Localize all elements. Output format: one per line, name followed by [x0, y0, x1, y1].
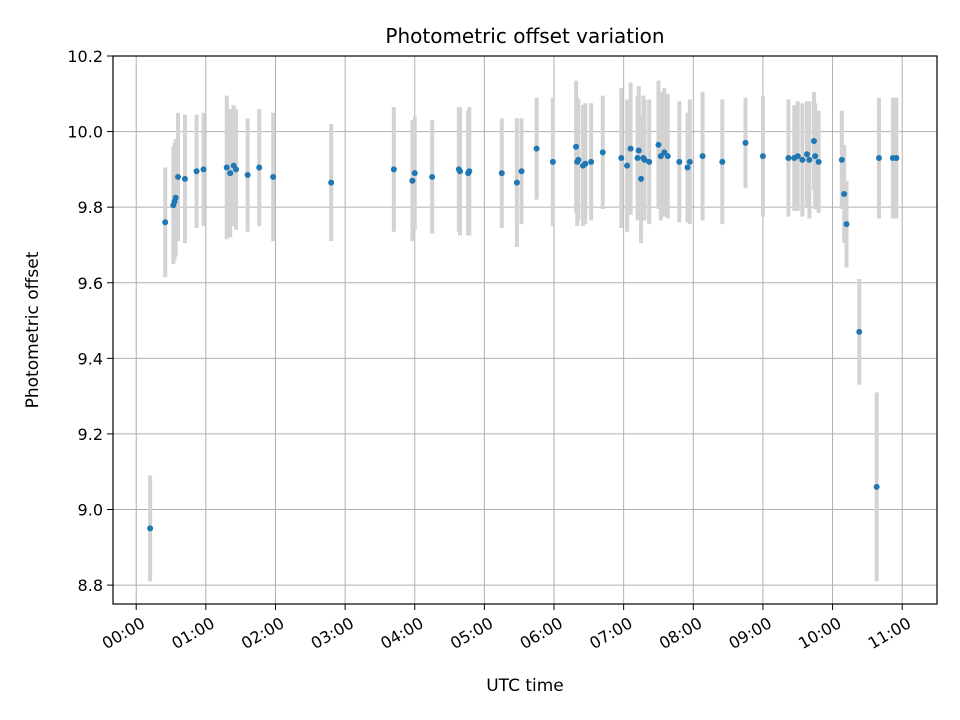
data-point — [227, 170, 234, 177]
data-point — [200, 166, 207, 173]
data-point — [624, 162, 631, 169]
data-point — [657, 153, 664, 160]
data-point — [174, 173, 181, 180]
data-point — [742, 139, 749, 146]
data-point — [256, 164, 263, 171]
data-point — [641, 156, 648, 163]
data-point — [193, 168, 200, 175]
data-point — [799, 156, 806, 163]
data-point — [684, 164, 691, 171]
y-tick-label: 9.6 — [78, 274, 103, 293]
data-point — [812, 153, 819, 160]
data-point — [233, 166, 240, 173]
y-axis-title: Photometric offset — [23, 251, 43, 408]
data-point — [533, 145, 540, 152]
data-point — [409, 177, 416, 184]
y-axis: 8.8 9.0 9.2 9.4 9.6 9.8 10.0 10.2 — [67, 47, 113, 595]
y-tick-label: 8.8 — [78, 576, 103, 595]
y-tick-label: 10.2 — [67, 47, 103, 66]
data-point — [785, 155, 792, 162]
data-point — [661, 149, 668, 156]
data-point — [856, 328, 863, 335]
data-point — [759, 153, 766, 160]
data-point — [390, 166, 397, 173]
data-point — [806, 156, 813, 163]
data-point — [686, 158, 693, 165]
data-point — [627, 145, 634, 152]
x-axis-title: UTC time — [486, 676, 564, 696]
data-point — [573, 143, 580, 150]
data-point — [270, 173, 277, 180]
data-point — [498, 170, 505, 177]
data-point — [575, 156, 582, 163]
chart-title: Photometric offset variation — [385, 24, 664, 48]
plot-area-frame — [112, 55, 938, 605]
data-point — [810, 138, 817, 145]
data-point — [794, 153, 801, 160]
data-point — [893, 155, 900, 162]
data-point — [699, 153, 706, 160]
data-point — [172, 194, 179, 201]
data-point — [549, 158, 556, 165]
y-tick-label: 9.4 — [78, 349, 103, 368]
y-tick-label: 9.8 — [78, 198, 103, 217]
data-point — [815, 158, 822, 165]
data-point — [843, 221, 850, 228]
data-points — [147, 138, 900, 532]
data-point — [875, 155, 882, 162]
data-point — [411, 170, 418, 177]
data-point — [518, 168, 525, 175]
data-point — [634, 155, 641, 162]
data-point — [328, 179, 335, 186]
data-point — [588, 158, 595, 165]
data-point — [147, 525, 154, 532]
y-tick-label: 10.0 — [67, 123, 103, 142]
data-point — [582, 160, 589, 167]
data-point — [804, 151, 811, 158]
data-point — [457, 168, 464, 175]
data-point — [719, 158, 726, 165]
data-point — [676, 158, 683, 165]
data-point — [244, 172, 251, 179]
data-point — [655, 141, 662, 148]
data-point — [646, 158, 653, 165]
data-point — [841, 190, 848, 197]
data-point — [429, 173, 436, 180]
y-tick-label: 9.0 — [78, 501, 103, 520]
data-point — [638, 175, 645, 182]
data-point — [664, 153, 671, 160]
data-point — [513, 179, 520, 186]
data-point — [162, 219, 169, 226]
data-point — [599, 149, 606, 156]
data-point — [635, 147, 642, 154]
data-point — [181, 175, 188, 182]
data-point — [838, 156, 845, 163]
data-point — [223, 164, 230, 171]
data-point — [618, 155, 625, 162]
y-tick-label: 9.2 — [78, 425, 103, 444]
data-point — [873, 483, 880, 490]
data-point — [466, 168, 473, 175]
